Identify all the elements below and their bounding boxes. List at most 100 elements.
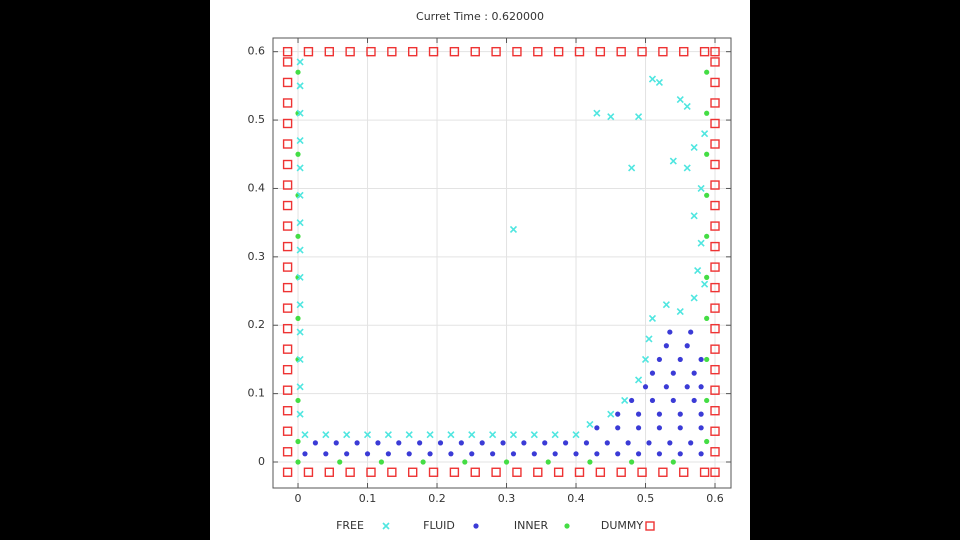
particle (530, 431, 538, 439)
particle (295, 459, 301, 465)
particle (512, 46, 522, 57)
particle (533, 46, 543, 57)
particle (296, 246, 304, 254)
particle (282, 344, 293, 354)
particle (406, 451, 412, 457)
particle (698, 451, 704, 457)
series-3 (282, 46, 720, 477)
particle (503, 459, 510, 465)
particle (296, 58, 304, 66)
particle (690, 294, 698, 302)
particle (553, 467, 564, 477)
particle (469, 451, 475, 457)
particle (704, 151, 710, 157)
legend-label: INNER (514, 519, 549, 532)
particle (594, 451, 600, 457)
particle (282, 323, 293, 334)
particle (282, 406, 293, 416)
particle (710, 282, 720, 293)
particle (710, 426, 720, 436)
x-tick-label: 0.6 (706, 492, 724, 505)
particle (646, 440, 652, 446)
particle (688, 329, 694, 335)
plot-frame (272, 37, 732, 489)
particle (387, 467, 397, 477)
particle (662, 301, 670, 309)
particle (648, 314, 657, 322)
particle (282, 385, 293, 395)
particle (366, 46, 376, 57)
particle (704, 274, 710, 280)
particle (694, 266, 702, 275)
particle (710, 98, 720, 108)
particle (282, 159, 293, 170)
particle (629, 459, 635, 465)
particle (635, 451, 642, 457)
series-0 (296, 58, 709, 439)
particle (710, 241, 720, 252)
particle (663, 343, 669, 349)
particle (428, 46, 439, 57)
particle (510, 451, 517, 457)
particle (615, 411, 621, 417)
particle (479, 440, 485, 446)
particle (489, 431, 497, 439)
particle (669, 157, 677, 165)
particle (690, 212, 698, 220)
particle (684, 384, 690, 390)
particle (282, 46, 293, 57)
particle (324, 46, 334, 57)
chart-background (210, 0, 750, 540)
particle (296, 109, 304, 117)
particle (704, 69, 710, 75)
particle (642, 384, 649, 390)
particle (387, 46, 397, 57)
particle (607, 113, 615, 121)
particle (553, 46, 564, 57)
particle (296, 301, 304, 309)
particle (282, 98, 293, 108)
particle (710, 200, 720, 211)
particle (697, 239, 705, 247)
particle (296, 355, 304, 363)
particle (594, 425, 600, 431)
x-tick-label: 0.5 (637, 492, 655, 505)
particle (645, 335, 653, 343)
particle (296, 164, 304, 172)
particle (490, 451, 496, 457)
particle (282, 364, 293, 375)
particle (663, 384, 669, 390)
particle (468, 431, 476, 439)
particle (396, 440, 402, 446)
legend-label: FREE (336, 519, 364, 532)
particle (676, 307, 684, 316)
particle (345, 467, 355, 477)
particle (698, 384, 704, 390)
particle (572, 431, 580, 439)
particle (470, 46, 480, 57)
particle (635, 425, 642, 431)
particle (521, 440, 527, 446)
particle (595, 46, 606, 57)
particle (690, 143, 698, 151)
particle (295, 151, 301, 157)
x-tick-label: 0.1 (359, 492, 377, 505)
particle (677, 451, 683, 457)
particle (551, 431, 559, 439)
particle (586, 420, 594, 428)
particle (363, 431, 372, 439)
particle (698, 425, 704, 431)
particle (574, 46, 585, 57)
particle (296, 383, 304, 391)
particle (282, 139, 293, 149)
particle (295, 438, 301, 445)
particle (676, 95, 684, 104)
particle (322, 431, 330, 439)
particle (704, 315, 710, 321)
particle (683, 164, 691, 172)
particle (697, 184, 705, 193)
particle (491, 467, 501, 477)
particle (629, 397, 635, 404)
particle (595, 467, 606, 477)
particle (656, 411, 663, 417)
